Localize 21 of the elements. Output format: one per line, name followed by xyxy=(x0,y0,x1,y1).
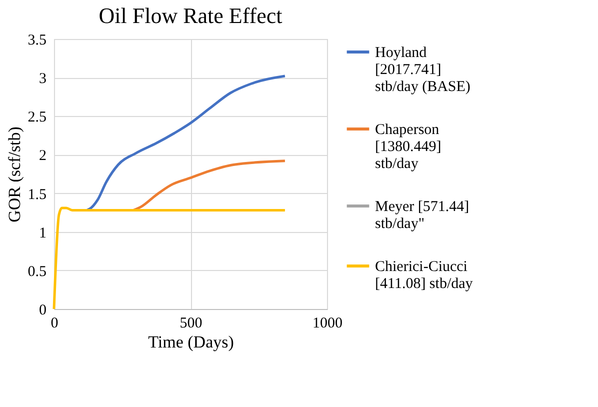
y-tick-label: 0 xyxy=(39,302,46,318)
y-tick-label: 0.5 xyxy=(28,264,46,280)
x-tick-label: 1000 xyxy=(312,316,342,332)
y-axis-title: GOR (scf/stb) xyxy=(4,126,24,222)
legend-label: Meyer [571.44] stb/day" xyxy=(375,199,470,232)
x-tick-label: 0 xyxy=(50,316,58,332)
line-series xyxy=(52,206,286,310)
legend-label: Chierici-Ciucci [411.08] stb/day xyxy=(375,259,474,292)
y-tick-label: 3.5 xyxy=(28,32,46,48)
legend-label: Chaperson [1380.449] stb/day xyxy=(375,122,442,172)
chart-title: Oil Flow Rate Effect xyxy=(98,3,282,28)
y-tick-label: 2.5 xyxy=(28,110,46,126)
line-series xyxy=(86,74,286,212)
x-tick-label: 500 xyxy=(180,316,202,332)
y-tick-label: 3 xyxy=(39,71,46,88)
x-axis-title: Time (Days) xyxy=(148,332,234,352)
legend-label: Hoyland [2017.741] stb/day (BASE) xyxy=(375,45,470,95)
y-tick-label: 1 xyxy=(39,225,46,242)
line-series xyxy=(132,160,286,212)
y-tick-label: 2 xyxy=(39,148,46,164)
y-tick-label: 1.5 xyxy=(28,186,46,203)
